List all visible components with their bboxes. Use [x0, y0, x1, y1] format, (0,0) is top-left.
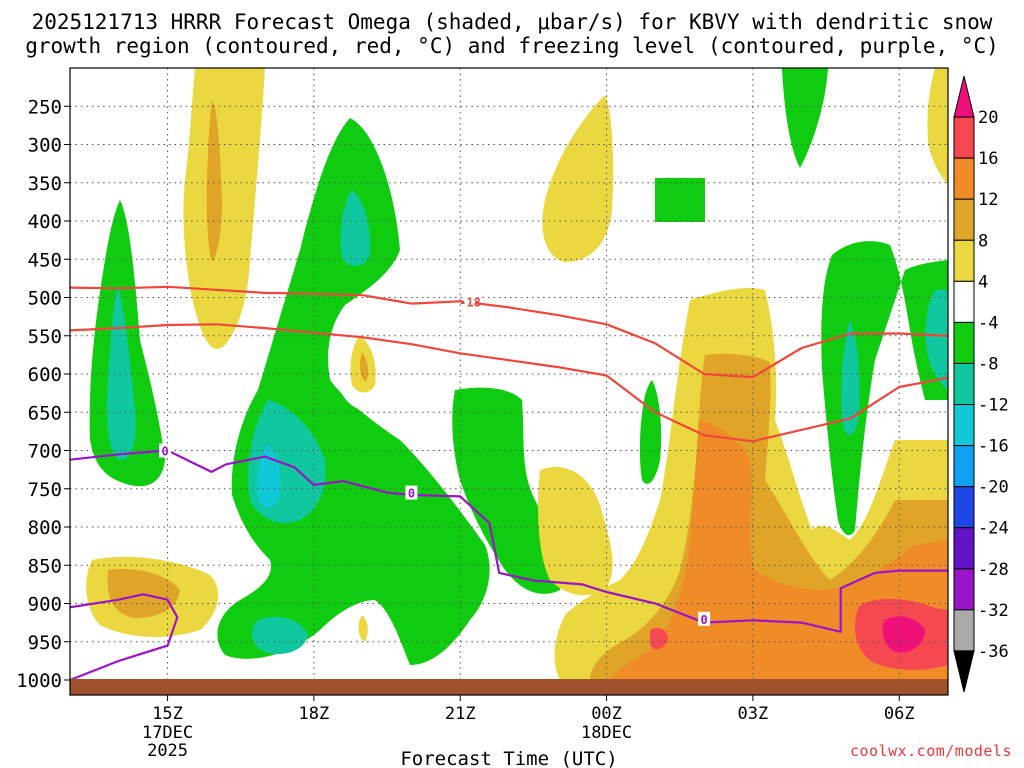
freezing-level-contour: [70, 593, 179, 680]
y-tick-label: 700: [28, 441, 62, 463]
colorbar-label: -16: [978, 437, 1009, 457]
contour-label: -18: [459, 295, 481, 309]
colorbar-segment: [953, 445, 975, 488]
omega-area-red: [650, 628, 668, 650]
omega-area-gold: [206, 100, 222, 262]
omega-area-green: [782, 68, 828, 168]
colorbar-label: -4: [978, 313, 998, 333]
colorbar-label: -32: [978, 601, 1009, 621]
grid-lines: [70, 68, 948, 681]
colorbar-label: 16: [978, 149, 998, 169]
y-tick-label: 450: [28, 249, 62, 271]
x-tick-label: 00Z: [591, 704, 622, 724]
colorbar-segment: [953, 362, 975, 406]
contour-label: 0: [408, 487, 415, 501]
colorbar-segment: [953, 239, 975, 282]
x-tick-date: 18DEC: [581, 723, 632, 743]
colorbar-segment: [953, 116, 975, 159]
omega-area-teal: [340, 190, 371, 266]
omega-area-green: [655, 178, 705, 222]
colorbar-label: 8: [978, 231, 988, 251]
colorbar-segment: [953, 280, 975, 323]
y-tick-label: 400: [28, 211, 62, 233]
contour-label-bg: [698, 611, 711, 626]
colorbar-label: -36: [978, 642, 1009, 662]
colorbar-segment: [953, 609, 975, 652]
colorbar-label: 12: [978, 190, 998, 210]
x-tick-year: 2025: [147, 741, 188, 761]
y-tick-label: 1000: [16, 670, 62, 692]
y-tick-label: 800: [28, 517, 62, 539]
colorbar: 20 16 12 8 4 -4 -8 -12 -16 -20 -24 -28 -32 -36: [953, 75, 1009, 693]
colorbar-arrow-bottom: [953, 650, 975, 693]
credit-link[interactable]: coolwx.com/models: [849, 742, 1012, 760]
dendritic-growth-contour: [70, 323, 948, 443]
x-tick-label: 21Z: [445, 704, 476, 724]
y-tick-label: 750: [28, 479, 62, 501]
y-tick-label: 950: [28, 632, 62, 654]
plot-frame: [69, 67, 949, 696]
y-tick-label: 600: [28, 364, 62, 386]
x-tick-label: 15Z: [152, 704, 183, 724]
contour-label-bg: [159, 443, 172, 458]
contour-lines: [70, 285, 948, 680]
contour-label: 0: [161, 445, 168, 459]
contour-label-bg: [405, 485, 418, 500]
omega-area-yellow: [183, 68, 265, 349]
omega-area-teal: [251, 616, 308, 655]
y-tick-label: 350: [28, 173, 62, 195]
y-tick-label: 900: [28, 594, 62, 616]
colorbar-label: -8: [978, 354, 998, 374]
omega-shading: [86, 68, 948, 680]
colorbar-segment: [953, 157, 975, 200]
y-tick-label: 850: [28, 555, 62, 577]
colorbar-segment: [953, 404, 975, 447]
contour-label: 0: [700, 613, 707, 627]
colorbar-label: -28: [978, 560, 1009, 580]
colorbar-segment: [953, 568, 975, 611]
omega-area-yellow: [358, 615, 368, 642]
x-tick-label: 18Z: [299, 704, 330, 724]
y-axis: 250 300 350 400 450 500 550 600 650 700 750 800 850 9…: [16, 96, 70, 692]
dendritic-growth-contour: [70, 285, 948, 379]
y-tick-label: 550: [28, 326, 62, 348]
colorbar-segment: [953, 486, 975, 529]
colorbar-label: 20: [978, 108, 998, 128]
x-tick-date: 17DEC: [142, 723, 193, 743]
x-tick-label: 06Z: [884, 704, 915, 724]
omega-area-yellow: [927, 68, 948, 185]
omega-area-green: [452, 387, 561, 594]
colorbar-label: -24: [978, 519, 1009, 539]
colorbar-segment: [953, 198, 975, 241]
ground-strip: [70, 679, 948, 695]
omega-area-magenta: [882, 616, 925, 653]
chart-title-line2: growth region (contoured, red, °C) and f…: [25, 34, 999, 58]
y-tick-label: 250: [28, 96, 62, 118]
omega-area-yellow: [542, 95, 614, 262]
colorbar-label: -12: [978, 396, 1009, 416]
colorbar-arrow-top: [953, 75, 975, 118]
y-tick-label: 650: [28, 402, 62, 424]
freezing-level-contour: [70, 449, 948, 633]
colorbar-label: -20: [978, 478, 1009, 498]
y-tick-label: 300: [28, 135, 62, 157]
omega-area-green: [217, 118, 490, 665]
colorbar-segment: [953, 321, 975, 364]
contour-label-bg: [463, 294, 476, 309]
colorbar-label: 4: [978, 272, 988, 292]
x-axis-title: Forecast Time (UTC): [400, 748, 617, 768]
omega-area-green: [821, 241, 948, 536]
contour-labels: -18 0 0 0: [159, 294, 711, 627]
omega-area-yellow: [538, 466, 613, 596]
x-tick-label: 03Z: [738, 704, 769, 724]
y-tick-label: 500: [28, 288, 62, 310]
omega-area-teal: [841, 320, 860, 435]
colorbar-segment: [953, 527, 975, 570]
chart-title-line1: 2025121713 HRRR Forecast Omega (shaded, …: [31, 10, 993, 34]
omega-area-teal: [925, 290, 948, 390]
